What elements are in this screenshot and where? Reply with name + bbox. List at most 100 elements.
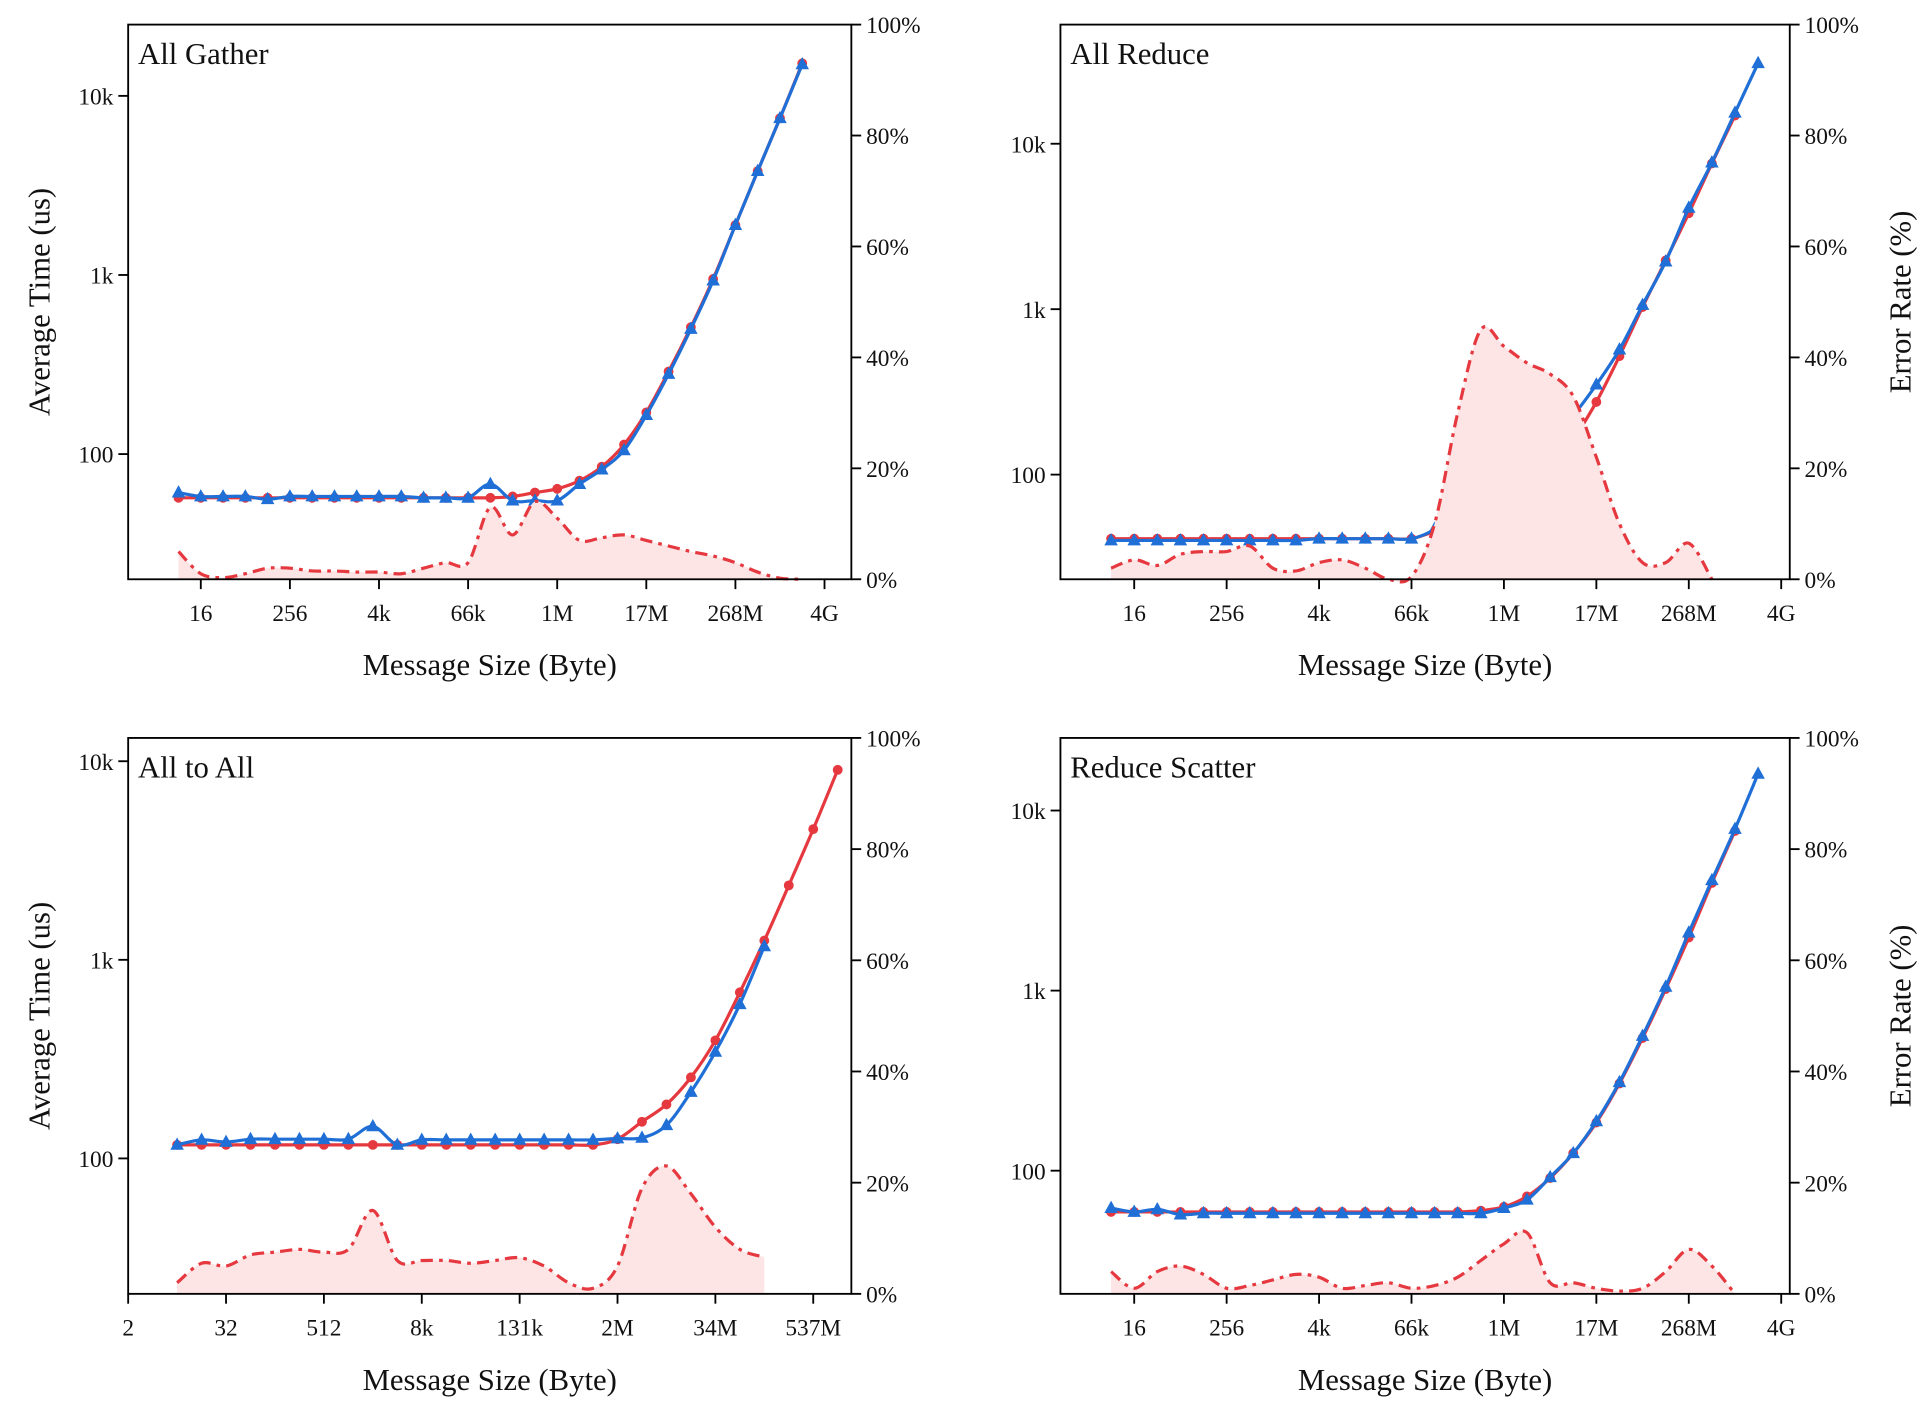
point bbox=[1705, 155, 1719, 168]
point bbox=[366, 1118, 380, 1132]
y2-tick-label: 0% bbox=[866, 1282, 897, 1308]
point bbox=[1658, 254, 1673, 267]
point bbox=[1751, 55, 1765, 69]
x-tick-label: 4G bbox=[1767, 601, 1796, 627]
x-tick-label: 268M bbox=[1661, 1316, 1717, 1342]
point bbox=[1104, 533, 1118, 546]
point bbox=[1450, 1205, 1465, 1219]
y2-tick-label: 80% bbox=[1805, 838, 1848, 864]
subplot-title: All to All bbox=[138, 750, 254, 784]
y-tick-label: 10k bbox=[78, 84, 113, 110]
y2-tick-label: 0% bbox=[1805, 568, 1836, 594]
x-axis-title: Message Size (Byte) bbox=[1298, 648, 1552, 682]
point bbox=[1358, 531, 1373, 544]
x-tick-label: 1M bbox=[1488, 601, 1521, 627]
subplot: 16 256 4k 66k 1M 17M 268M 4G 100 1k 10k 0% 20% 40% 60%… bbox=[22, 13, 920, 682]
y2-tick-label: 100% bbox=[866, 727, 921, 753]
x-axis-title: Message Size (Byte) bbox=[363, 648, 617, 682]
point bbox=[1404, 531, 1419, 544]
point bbox=[710, 1035, 721, 1046]
y2-tick-label: 100% bbox=[1805, 727, 1860, 753]
x-tick-label: 1M bbox=[541, 601, 574, 627]
point bbox=[635, 1130, 649, 1143]
point bbox=[1474, 1205, 1488, 1219]
subplot-title: All Gather bbox=[138, 37, 269, 71]
x-tick-label: 16 bbox=[1123, 1316, 1146, 1342]
x-tick-label: 131k bbox=[496, 1316, 543, 1342]
error-area bbox=[178, 501, 803, 580]
point bbox=[572, 476, 587, 490]
point bbox=[550, 493, 564, 506]
y-tick-label: 100 bbox=[1011, 463, 1046, 489]
plot-frame bbox=[127, 23, 853, 581]
point bbox=[1196, 1205, 1211, 1219]
y2-tick-label: 40% bbox=[1805, 346, 1848, 372]
subplot-title: Reduce Scatter bbox=[1070, 750, 1255, 784]
x-tick-label: 8k bbox=[410, 1316, 434, 1342]
point bbox=[461, 490, 475, 503]
point bbox=[659, 1117, 674, 1131]
y-axis-title: Average Time (us) bbox=[22, 902, 56, 1130]
y-tick-label: 1k bbox=[90, 948, 114, 974]
x-tick-label: 268M bbox=[708, 601, 764, 627]
point bbox=[415, 1132, 429, 1145]
y-tick-label: 10k bbox=[78, 750, 113, 776]
error-area bbox=[1111, 1230, 1735, 1294]
point bbox=[733, 996, 747, 1010]
plot-frame bbox=[1059, 23, 1791, 581]
x-axis-title: Message Size (Byte) bbox=[363, 1363, 617, 1397]
point bbox=[706, 273, 720, 286]
x-tick-label: 16 bbox=[1123, 601, 1146, 627]
subplot: 16 256 4k 66k 1M 17M 268M 4G 100 1k 10k 0% 20% 40% 60%… bbox=[1011, 13, 1918, 682]
point bbox=[1543, 1169, 1557, 1183]
y2-tick-label: 20% bbox=[1805, 457, 1848, 483]
point bbox=[1612, 342, 1627, 355]
point bbox=[808, 824, 819, 835]
point bbox=[750, 163, 765, 177]
error-line bbox=[177, 499, 803, 581]
y2-tick-label: 80% bbox=[866, 838, 909, 864]
point bbox=[1312, 531, 1326, 544]
subplot: 16 256 4k 66k 1M 17M 268M 4G 100 1k 10k 0% 20% 40% 60%… bbox=[1011, 727, 1918, 1397]
point bbox=[170, 1137, 184, 1150]
x-tick-label: 2 bbox=[122, 1316, 134, 1342]
point bbox=[661, 1099, 672, 1110]
y2-tick-label: 60% bbox=[866, 235, 909, 261]
point bbox=[795, 56, 810, 70]
x-tick-label: 2M bbox=[601, 1316, 634, 1342]
point bbox=[1266, 533, 1280, 546]
point bbox=[685, 1072, 696, 1083]
point bbox=[1635, 1028, 1650, 1041]
point bbox=[1497, 1200, 1511, 1213]
x-tick-label: 1M bbox=[1488, 1316, 1521, 1342]
x-tick-label: 4k bbox=[1307, 601, 1331, 627]
y2-tick-label: 40% bbox=[866, 1060, 909, 1086]
point bbox=[216, 489, 230, 502]
error-line bbox=[1110, 325, 1714, 584]
point bbox=[1289, 1205, 1303, 1219]
point bbox=[1335, 531, 1349, 544]
point bbox=[639, 407, 654, 421]
x-tick-label: 16 bbox=[189, 601, 212, 627]
y2-tick-label: 100% bbox=[866, 13, 921, 39]
x-tick-label: 256 bbox=[272, 601, 307, 627]
point bbox=[260, 491, 275, 505]
point bbox=[194, 1132, 209, 1145]
x-axis-title: Message Size (Byte) bbox=[1298, 1363, 1552, 1397]
y2-tick-label: 0% bbox=[866, 568, 897, 594]
point bbox=[327, 489, 342, 502]
point bbox=[283, 489, 297, 502]
point bbox=[394, 489, 409, 502]
point bbox=[1219, 533, 1234, 546]
point bbox=[1150, 1201, 1165, 1215]
point bbox=[194, 489, 208, 502]
x-tick-label: 66k bbox=[451, 601, 486, 627]
x-tick-label: 66k bbox=[1394, 1316, 1429, 1342]
point bbox=[305, 489, 319, 502]
x-tick-label: 17M bbox=[624, 601, 668, 627]
point bbox=[832, 764, 843, 775]
point bbox=[439, 1132, 454, 1145]
y-tick-label: 1k bbox=[1022, 298, 1046, 324]
y2-axis-title: Error Rate (%) bbox=[1883, 925, 1917, 1108]
x-tick-label: 32 bbox=[214, 1316, 237, 1342]
